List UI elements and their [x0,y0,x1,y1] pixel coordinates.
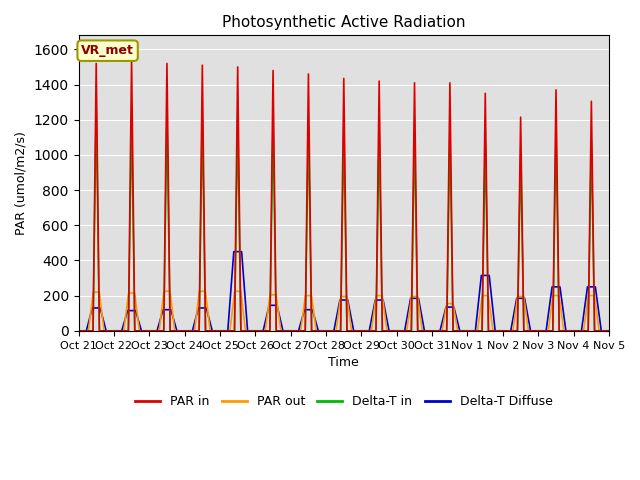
Y-axis label: PAR (umol/m2/s): PAR (umol/m2/s) [15,131,28,235]
X-axis label: Time: Time [328,356,359,369]
Legend: PAR in, PAR out, Delta-T in, Delta-T Diffuse: PAR in, PAR out, Delta-T in, Delta-T Dif… [130,390,558,413]
Title: Photosynthetic Active Radiation: Photosynthetic Active Radiation [222,15,465,30]
Text: VR_met: VR_met [81,44,134,57]
